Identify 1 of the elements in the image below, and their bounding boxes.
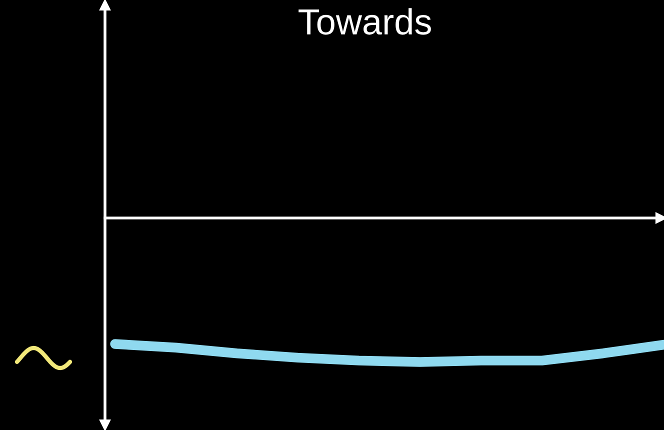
chart-title: Towards [298,8,431,35]
